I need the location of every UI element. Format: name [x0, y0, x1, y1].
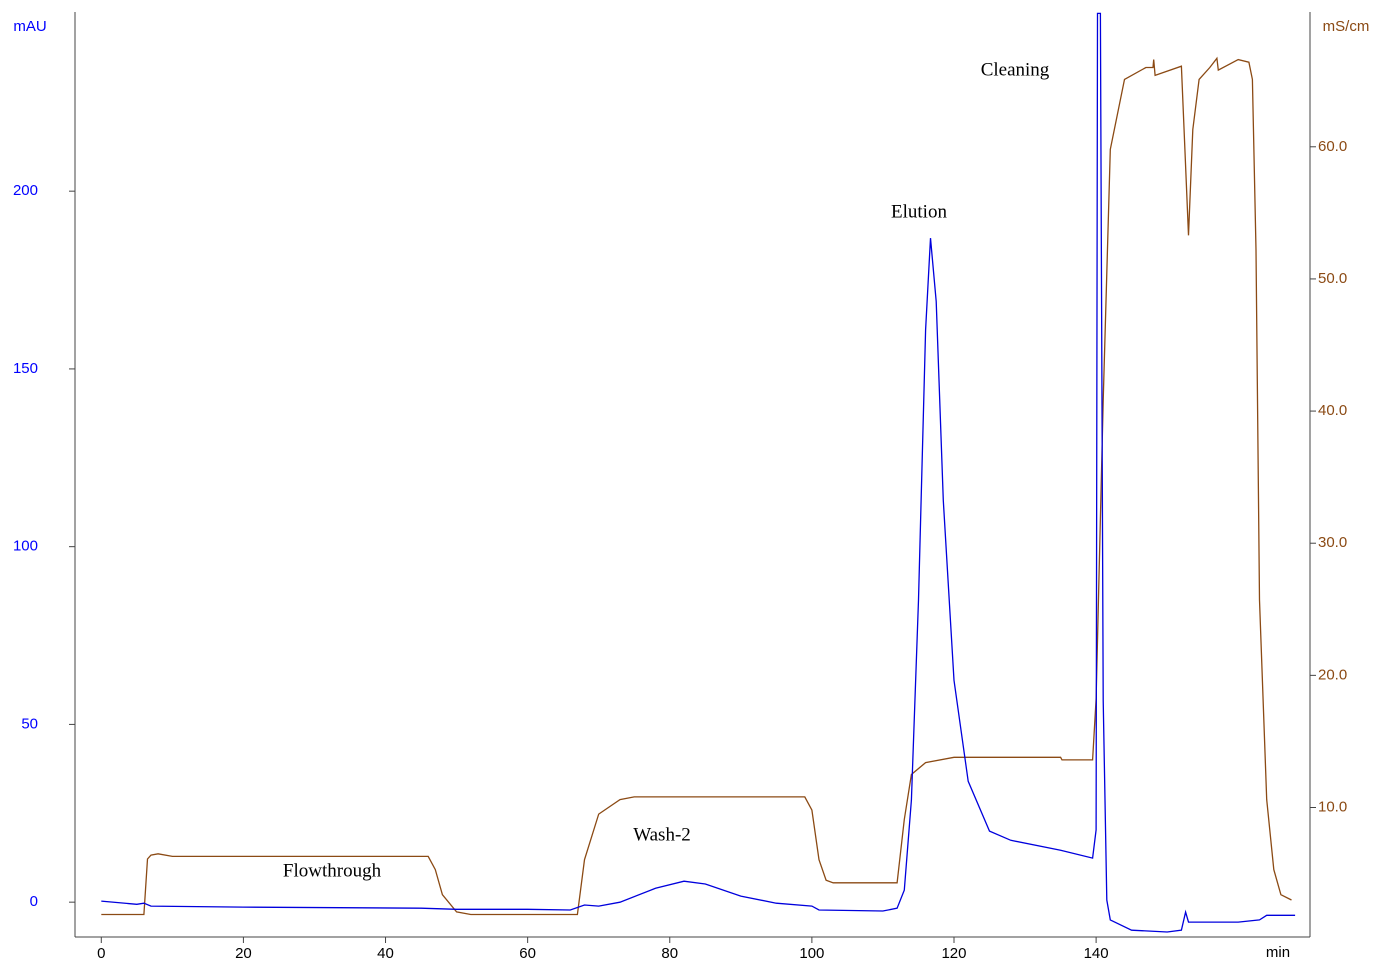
y-tick-label: 0 [30, 893, 38, 910]
annotation: Cleaning [981, 59, 1050, 80]
y2-tick-label: 30.0 [1318, 534, 1347, 551]
y2-tick-label: 10.0 [1318, 798, 1347, 815]
x-tick-label: 120 [941, 945, 966, 960]
series-line [101, 12, 1296, 933]
x-tick-label: 60 [519, 945, 536, 960]
x-tick-label: 100 [799, 945, 824, 960]
y2-axis-label: mS/cm [1323, 18, 1370, 35]
x-tick-label: 20 [235, 945, 252, 960]
x-tick-label: 140 [1084, 945, 1109, 960]
y2-tick-label: 20.0 [1318, 666, 1347, 683]
annotation: Flowthrough [283, 860, 382, 881]
y2-tick-label: 40.0 [1318, 402, 1347, 419]
x-axis-label: min [1266, 944, 1290, 960]
annotation: Elution [891, 201, 947, 222]
x-tick-label: 80 [661, 945, 678, 960]
y-tick-label: 150 [13, 360, 38, 377]
x-tick-label: 40 [377, 945, 394, 960]
annotation: Wash-2 [633, 824, 691, 845]
y-tick-label: 200 [13, 182, 38, 199]
y-tick-label: 100 [13, 538, 38, 555]
y2-tick-label: 60.0 [1318, 138, 1347, 155]
y-axis-label: mAU [13, 18, 46, 35]
x-tick-label: 0 [97, 945, 105, 960]
series-line [101, 56, 1292, 916]
y2-tick-label: 50.0 [1318, 270, 1347, 287]
y-tick-label: 50 [21, 715, 38, 732]
